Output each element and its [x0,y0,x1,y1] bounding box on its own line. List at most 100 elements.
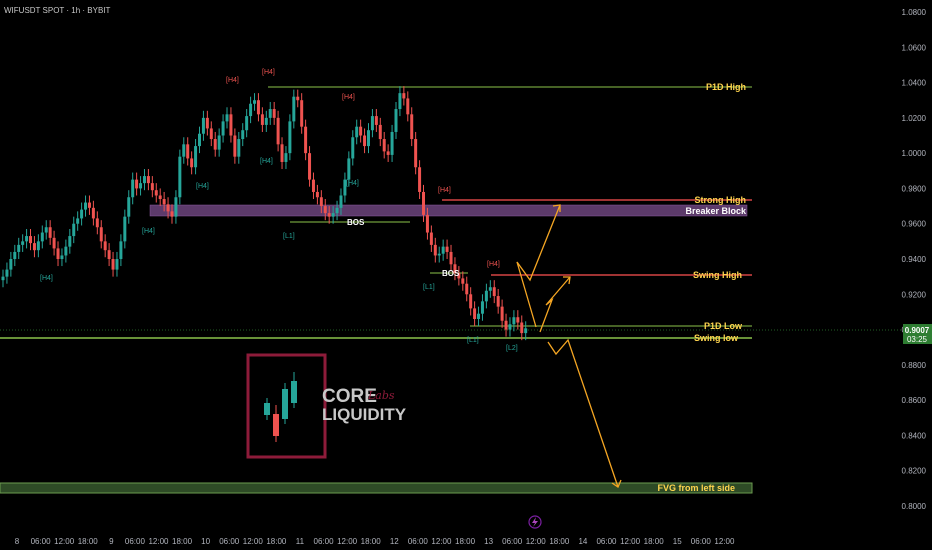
candle-body [429,232,433,245]
candle-body [229,114,233,136]
time-tick-label: 12:00 [431,537,452,546]
candle-body [68,236,72,247]
candle-body [398,93,402,110]
fractal-bottom-tag-2: [H4] [260,158,273,165]
candle-body [162,199,166,205]
time-tick-label: 15 [673,537,682,546]
candle-body [213,139,217,150]
candle-body [480,301,484,314]
candle-body [48,227,52,238]
time-tick-label: 06:00 [596,537,617,546]
arrowhead-3 [611,479,622,488]
time-tick-label: 06:00 [125,537,146,546]
fractal-top-tag-3: [H4] [342,94,355,101]
countdown-value: 03:25 [907,335,928,344]
fractal-bottom-tag-5: [H4] [40,275,53,282]
candle-body [402,93,406,99]
candle-body [410,114,414,140]
arrowhead-1 [552,204,561,212]
time-tick-label: 11 [296,537,305,546]
price-tick-label: 1.0200 [902,114,927,123]
candle-body [304,126,308,154]
candle-body [280,144,284,162]
price-tick-label: 1.0400 [902,79,927,88]
projection-down-to-fvg [547,338,619,488]
candle-body [437,253,441,256]
low-tag-1c: [L1] [467,337,479,344]
time-tick-label: 18:00 [361,537,382,546]
core-liquidity-logo [246,353,327,459]
candle-body [465,283,469,295]
candle-body [40,232,44,242]
fvg-zone [0,482,753,494]
time-tick-label: 8 [15,537,20,546]
candle-body [158,195,162,200]
candle-body [44,227,48,233]
p1d-low-label: P1D Low [704,321,743,331]
fractal-top-tag-5: [H4] [487,261,500,268]
candle-body [17,244,21,252]
candle-body [233,135,237,157]
candle-body [477,313,481,319]
chart-title: WIFUSDT SPOT · 1h · BYBIT [4,6,111,15]
breaker-block-zone [149,204,748,217]
time-tick-label: 06:00 [219,537,240,546]
candle-body [131,179,135,198]
candle-body [260,114,264,125]
candle-body [300,100,304,127]
bos-label-1: BOS [347,218,365,227]
candle-body [516,317,520,323]
candle-body [386,151,390,155]
time-tick-label: 18:00 [455,537,476,546]
time-tick-label: 18:00 [172,537,193,546]
candle-body [87,202,91,208]
candle-body [253,100,257,104]
price-axis[interactable]: 0.80000.82000.84000.86000.88000.90000.92… [902,8,927,511]
candle-body [205,117,209,129]
candle-body [56,248,60,259]
time-axis[interactable]: 8 06:00 12:00 18:00 9 06:00 12:00 18:00 10 06:00 1… [15,537,735,546]
price-tick-label: 0.9800 [902,184,927,193]
price-tick-label: 0.9400 [902,255,927,264]
time-tick-label: 12:00 [620,537,641,546]
fvg-label: FVG from left side [657,483,735,493]
candle-body [186,144,190,159]
time-tick-label: 14 [578,537,587,546]
candle-body [524,328,528,334]
candle-body [115,259,119,270]
candle-body [284,153,288,162]
fractal-bottom-tag-3: [H4] [346,180,359,187]
logo-script-labs: Labs [367,389,395,402]
time-tick-label: 12:00 [714,537,735,546]
price-tick-label: 0.9200 [902,290,927,299]
candle-body [135,179,139,189]
candle-body [91,207,95,219]
logo-word-core: CORE [322,386,377,407]
candle-body [488,287,492,291]
candle-body [249,103,253,117]
candle-body [363,135,367,147]
candle-body [418,167,422,192]
candle-body [355,126,359,138]
arrowhead-2 [563,276,571,285]
candle-body [52,237,56,249]
flash-icon[interactable] [528,515,542,529]
candle-body [445,246,449,252]
candle-body [453,264,457,274]
candle-body [425,214,429,233]
candle-body [288,121,292,154]
price-tick-label: 0.8400 [902,431,927,440]
price-tick-label: 0.9600 [902,220,927,229]
time-tick-label: 12:00 [337,537,358,546]
fractal-top-tag-2: [H4] [226,77,239,84]
candle-body [339,195,343,208]
candle-body [95,218,99,228]
candle-body [29,236,33,244]
candle-body [182,144,186,157]
candle-body [370,116,374,131]
candle-body [178,156,182,198]
low-tag-2: [L2] [506,345,518,352]
price-tick-label: 1.0800 [902,8,927,17]
